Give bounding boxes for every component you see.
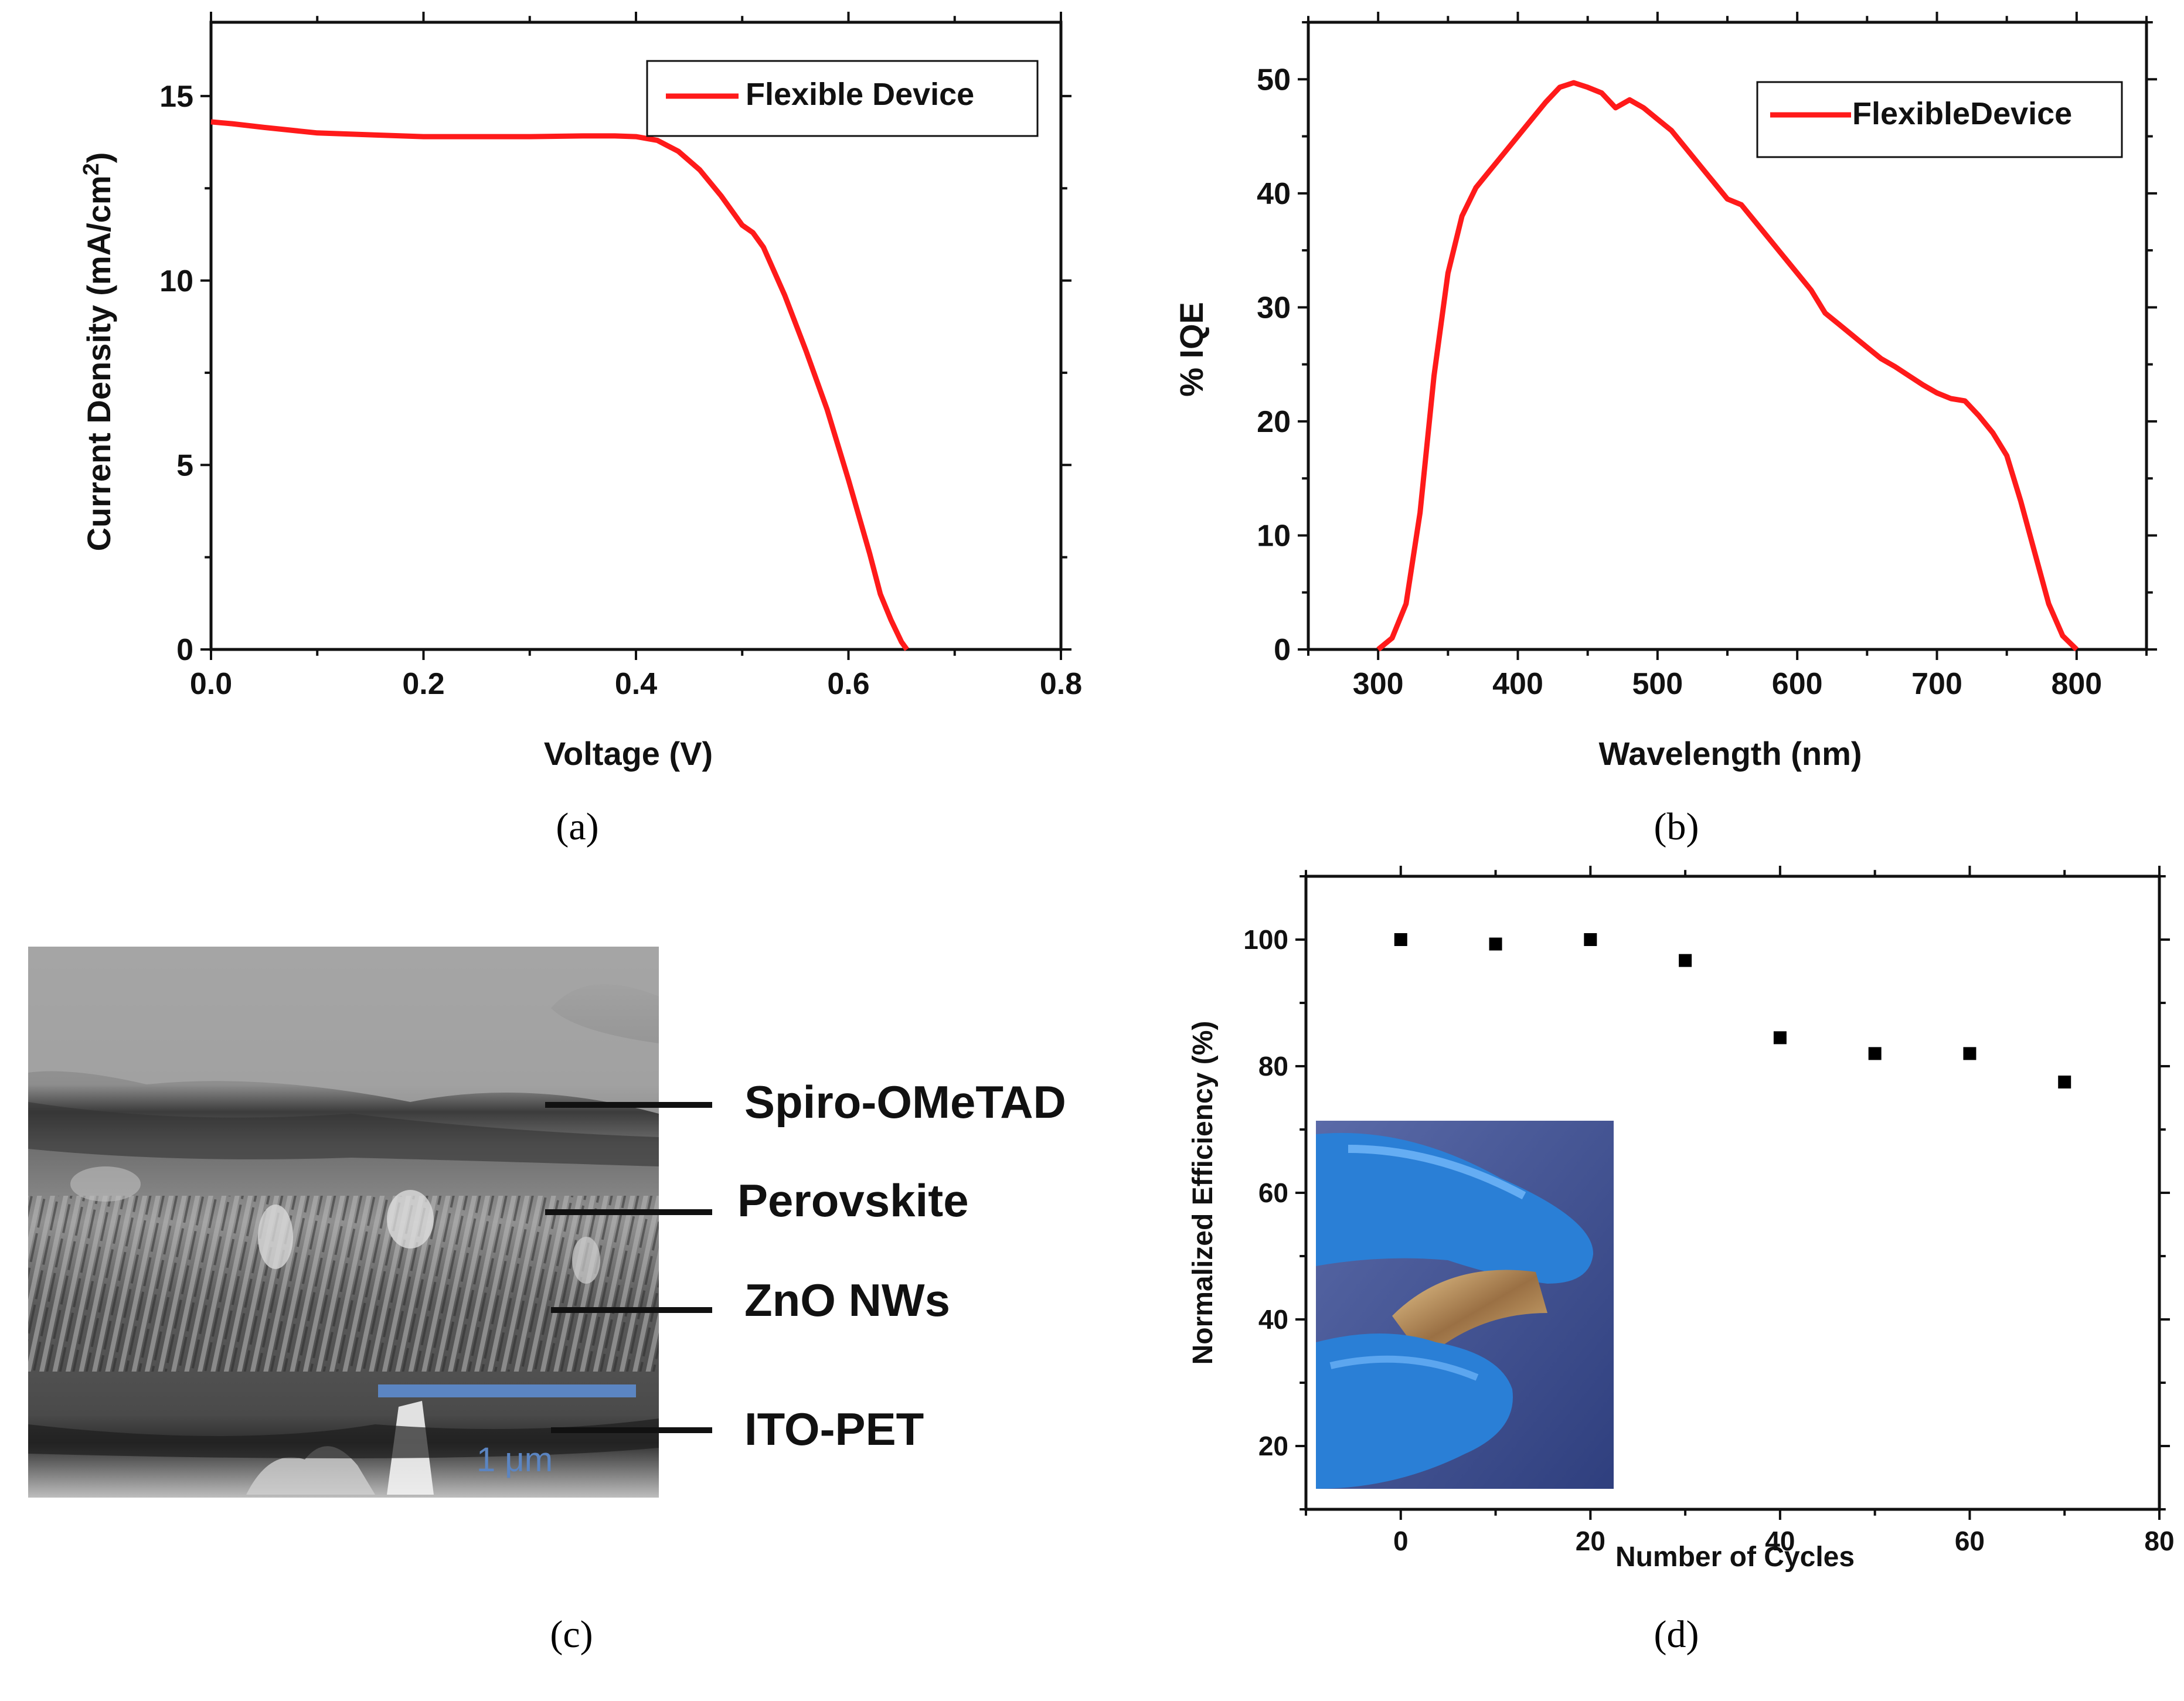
y-tick-label: 15 bbox=[159, 80, 193, 114]
panel-c: 1 μm Spiro-OMeTAD Perovskite ZnO NWs ITO… bbox=[28, 947, 1066, 1656]
layer-label-ito: ITO-PET bbox=[744, 1403, 924, 1455]
x-tick-label: 800 bbox=[2051, 667, 2102, 701]
caption-d: (d) bbox=[1654, 1613, 1699, 1656]
caption-b: (b) bbox=[1654, 805, 1699, 848]
y-tick-labels-a: 0 5 10 15 bbox=[159, 80, 193, 667]
layer-label-spiro: Spiro-OMeTAD bbox=[744, 1076, 1066, 1128]
y-tick-labels-b: 0 10 20 30 40 50 bbox=[1257, 63, 1291, 667]
y-tick-label: 100 bbox=[1243, 924, 1288, 955]
legend-a: Flexible Device bbox=[646, 60, 1039, 137]
iv-curve-line bbox=[210, 119, 909, 651]
x-tick-label: 40 bbox=[1765, 1526, 1795, 1556]
x-tick-labels-b: 300 400 500 600 700 800 bbox=[1353, 667, 2102, 701]
x-tick-label: 300 bbox=[1353, 667, 1404, 701]
glove-finger-top bbox=[1316, 1132, 1594, 1284]
y-tick-label: 40 bbox=[1257, 177, 1291, 211]
x-tick-label: 400 bbox=[1492, 667, 1543, 701]
panel-a: 0.0 0.2 0.4 0.6 0.8 0 5 10 15 Flexible Device V… bbox=[79, 12, 1082, 848]
x-tick-label: 0.0 bbox=[190, 667, 232, 701]
y-tick-label: 10 bbox=[159, 264, 193, 298]
data-point bbox=[1394, 933, 1407, 946]
y-tick-label: 40 bbox=[1258, 1304, 1288, 1335]
x-tick-label: 500 bbox=[1632, 667, 1683, 701]
panel-b: 300 400 500 600 700 800 0 10 20 30 40 50 FlexibleD… bbox=[1173, 12, 2157, 848]
legend-b: FlexibleDevice bbox=[1756, 81, 2123, 158]
data-point bbox=[1584, 933, 1597, 946]
x-tick-label: 60 bbox=[1955, 1526, 1985, 1556]
y-tick-label: 10 bbox=[1257, 519, 1291, 553]
x-tick-label: 600 bbox=[1772, 667, 1823, 701]
x-tick-label: 0.8 bbox=[1040, 667, 1082, 701]
y-tick-label: 0 bbox=[1274, 633, 1291, 667]
data-point bbox=[1773, 1031, 1787, 1045]
y-tick-label: 30 bbox=[1257, 291, 1291, 325]
y-tick-labels-d: 20 40 60 80 100 bbox=[1243, 924, 1288, 1461]
x-tick-labels-a: 0.0 0.2 0.4 0.6 0.8 bbox=[190, 667, 1082, 701]
device-photo-inset bbox=[1316, 1121, 1614, 1489]
legend-label-a: Flexible Device bbox=[746, 77, 974, 112]
data-point bbox=[1679, 954, 1692, 967]
x-tick-label: 0 bbox=[1393, 1526, 1409, 1556]
efficiency-points bbox=[1394, 933, 2071, 1088]
sem-image bbox=[28, 947, 659, 1498]
y-axis-title-b: % IQE bbox=[1173, 302, 1210, 397]
axis-ticks-b bbox=[1298, 12, 2157, 660]
data-point bbox=[2058, 1076, 2071, 1088]
caption-c: (c) bbox=[550, 1613, 593, 1656]
data-point bbox=[1868, 1047, 1882, 1060]
iqe-curve-line bbox=[1376, 80, 2078, 652]
x-tick-labels-d: 0 20 40 60 80 bbox=[1393, 1526, 2175, 1556]
y-axis-title-d: Normalized Efficiency (%) bbox=[1188, 1021, 1219, 1365]
x-axis-title-a: Voltage (V) bbox=[544, 735, 713, 772]
x-axis-title-b: Wavelength (nm) bbox=[1598, 735, 1862, 772]
y-tick-label: 80 bbox=[1258, 1051, 1288, 1081]
axis-ticks-a bbox=[200, 12, 1071, 660]
caption-a: (a) bbox=[556, 805, 598, 848]
x-tick-label: 700 bbox=[1911, 667, 1962, 701]
flexible-device bbox=[1392, 1270, 1547, 1360]
y-tick-label: 20 bbox=[1257, 405, 1291, 439]
y-tick-label: 50 bbox=[1257, 63, 1291, 97]
x-tick-label: 0.6 bbox=[827, 667, 869, 701]
layer-label-zno: ZnO NWs bbox=[744, 1274, 950, 1326]
scale-bar-label: 1 μm bbox=[477, 1441, 553, 1479]
x-tick-label: 0.4 bbox=[615, 667, 657, 701]
y-tick-label: 5 bbox=[176, 448, 193, 482]
panel-d: 0 20 40 60 80 20 40 60 80 100 Number of Cycles N… bbox=[1188, 866, 2175, 1656]
x-tick-label: 80 bbox=[2144, 1526, 2174, 1556]
axis-ticks-d bbox=[1295, 866, 2170, 1520]
layer-label-perovskite: Perovskite bbox=[737, 1175, 969, 1226]
legend-label-b: FlexibleDevice bbox=[1852, 96, 2072, 131]
x-axis-title-d: Number of Cycles bbox=[1615, 1542, 1855, 1573]
y-axis-title-a: Current Density (mA/cm2) bbox=[79, 152, 117, 552]
data-point bbox=[1963, 1047, 1977, 1060]
y-tick-label: 60 bbox=[1258, 1178, 1288, 1208]
x-tick-label: 20 bbox=[1576, 1526, 1605, 1556]
data-point bbox=[1489, 937, 1502, 951]
x-tick-label: 0.2 bbox=[402, 667, 444, 701]
y-tick-label: 20 bbox=[1258, 1431, 1288, 1461]
y-tick-label: 0 bbox=[176, 633, 193, 667]
